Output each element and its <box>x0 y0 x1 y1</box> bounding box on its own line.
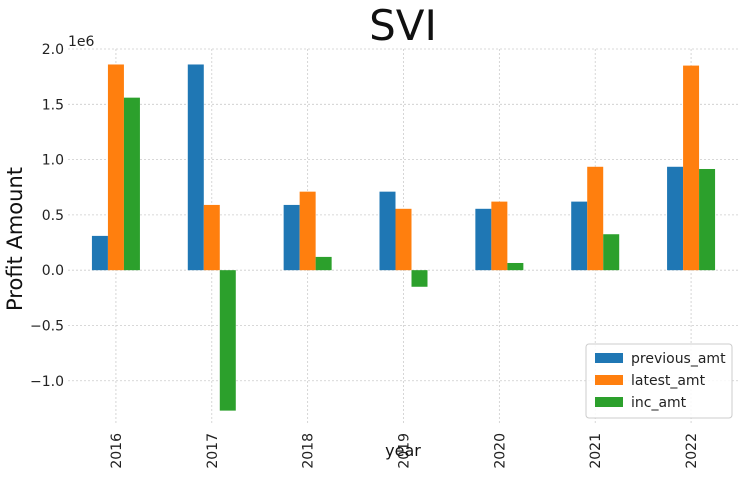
bar-previous-amt-2021 <box>571 201 588 271</box>
x-tick-label: 2020 <box>492 433 508 469</box>
bar-previous-amt-2019 <box>379 191 396 271</box>
chart-title: SVI <box>369 1 437 50</box>
bar-inc-amt-2017 <box>219 270 236 411</box>
bar-inc-amt-2022 <box>699 168 716 271</box>
bar-latest-amt-2020 <box>491 201 508 271</box>
y-axis-label: Profit Amount <box>3 167 27 311</box>
bars <box>91 64 716 411</box>
bar-inc-amt-2018 <box>315 256 332 271</box>
y-tick-label: 0.0 <box>42 263 64 279</box>
legend-label-latest-amt: latest_amt <box>631 373 706 389</box>
bar-previous-amt-2020 <box>475 208 492 271</box>
bar-previous-amt-2022 <box>667 166 684 271</box>
x-tick-label: 2022 <box>684 433 700 469</box>
bar-latest-amt-2022 <box>683 65 700 271</box>
legend-label-inc-amt: inc_amt <box>631 395 687 411</box>
x-tick-label: 2019 <box>397 433 413 469</box>
bar-previous-amt-2017 <box>187 64 204 271</box>
legend: previous_amt latest_amt inc_amt <box>585 343 733 419</box>
legend-swatch-inc-amt <box>595 397 623 407</box>
bar-latest-amt-2021 <box>587 166 604 271</box>
bar-inc-amt-2019 <box>411 270 428 287</box>
bar-latest-amt-2016 <box>107 64 124 271</box>
y-tick-label: 1.0 <box>42 153 64 169</box>
y-tick-label: −1.0 <box>30 374 64 390</box>
bar-latest-amt-2018 <box>299 191 316 271</box>
bar-inc-amt-2016 <box>123 97 140 271</box>
y-offset-label: 1e6 <box>68 34 95 50</box>
bar-previous-amt-2016 <box>91 235 108 271</box>
legend-label-previous-amt: previous_amt <box>631 351 726 367</box>
y-tick-label: 1.5 <box>42 97 64 113</box>
x-tick-label: 2021 <box>588 433 604 469</box>
legend-swatch-latest-amt <box>595 375 623 385</box>
x-tick-label: 2017 <box>205 433 221 469</box>
bar-inc-amt-2021 <box>603 234 620 271</box>
bar-latest-amt-2017 <box>203 204 220 271</box>
x-tick-label: 2016 <box>109 433 125 469</box>
x-axis-label: year <box>385 441 421 460</box>
x-axis-ticks: 2016 2017 2018 2019 2020 2021 2022 <box>109 433 700 469</box>
y-tick-label: 2.0 <box>42 42 64 58</box>
bar-previous-amt-2018 <box>283 204 300 271</box>
bar-latest-amt-2019 <box>395 208 412 271</box>
y-tick-label: −0.5 <box>30 318 64 334</box>
x-tick-label: 2018 <box>301 433 317 469</box>
bar-inc-amt-2020 <box>507 262 524 271</box>
y-axis-ticks: −1.0 −0.5 0.0 0.5 1.0 1.5 2.0 <box>30 42 64 390</box>
y-tick-label: 0.5 <box>42 208 64 224</box>
legend-swatch-previous-amt <box>595 353 623 363</box>
